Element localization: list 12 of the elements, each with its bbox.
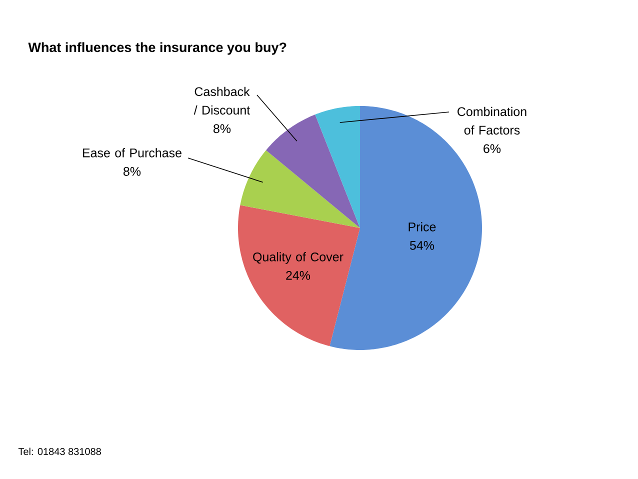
chart-title: What influences the insurance you buy? xyxy=(28,42,286,55)
data-label: 8% xyxy=(124,166,141,176)
data-label: 54% xyxy=(410,241,434,250)
data-label: 8% xyxy=(214,124,231,134)
slice-label: Quality of Cover xyxy=(253,252,344,264)
text: Tel: 01843 831088 xyxy=(18,448,101,456)
slice-label: Ease of Purchase xyxy=(82,148,182,158)
slice-label: Cashback / Discount xyxy=(194,86,250,115)
data-label: 24% xyxy=(286,271,310,280)
slice-label: Combination of Factors xyxy=(458,106,526,135)
slice-label: Price xyxy=(408,222,436,232)
data-label: 6% xyxy=(484,144,501,154)
